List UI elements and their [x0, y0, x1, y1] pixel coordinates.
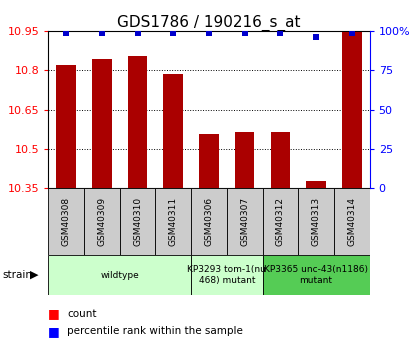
Point — [349, 30, 355, 36]
Text: GSM40310: GSM40310 — [133, 197, 142, 246]
Bar — [298, 188, 334, 255]
Point — [98, 30, 105, 36]
Bar — [163, 74, 183, 188]
Bar — [48, 255, 191, 295]
Text: GSM40312: GSM40312 — [276, 197, 285, 246]
Text: GSM40307: GSM40307 — [240, 197, 249, 246]
Text: GSM40311: GSM40311 — [169, 197, 178, 246]
Point — [241, 30, 248, 36]
Bar — [235, 132, 255, 188]
Bar — [191, 188, 227, 255]
Text: GSM40308: GSM40308 — [62, 197, 71, 246]
Bar — [56, 65, 76, 188]
Point — [134, 30, 141, 36]
Bar — [227, 188, 262, 255]
Text: GSM40306: GSM40306 — [205, 197, 213, 246]
Bar — [199, 135, 219, 188]
Text: KP3293 tom-1(nu
468) mutant: KP3293 tom-1(nu 468) mutant — [187, 265, 266, 285]
Title: GDS1786 / 190216_s_at: GDS1786 / 190216_s_at — [117, 15, 301, 31]
Bar — [120, 188, 155, 255]
Point — [63, 30, 70, 36]
Bar — [155, 188, 191, 255]
Bar — [270, 132, 290, 188]
Point — [206, 30, 212, 36]
Bar — [84, 188, 120, 255]
Text: GSM40309: GSM40309 — [97, 197, 106, 246]
Bar — [92, 59, 112, 188]
Point — [170, 30, 177, 36]
Bar — [262, 188, 298, 255]
Bar — [48, 188, 84, 255]
Bar — [334, 188, 370, 255]
Text: percentile rank within the sample: percentile rank within the sample — [67, 326, 243, 336]
Bar — [262, 255, 370, 295]
Text: ▶: ▶ — [30, 270, 39, 280]
Text: strain: strain — [2, 270, 32, 280]
Point — [312, 34, 319, 40]
Text: GSM40313: GSM40313 — [312, 197, 320, 246]
Bar — [128, 56, 147, 188]
Text: count: count — [67, 309, 97, 319]
Point — [277, 30, 284, 36]
Bar — [191, 255, 262, 295]
Text: ■: ■ — [48, 307, 60, 321]
Text: wildtype: wildtype — [100, 270, 139, 280]
Bar — [342, 32, 362, 188]
Text: GSM40314: GSM40314 — [347, 197, 356, 246]
Text: ■: ■ — [48, 325, 60, 338]
Text: KP3365 unc-43(n1186)
mutant: KP3365 unc-43(n1186) mutant — [264, 265, 368, 285]
Bar — [306, 181, 326, 188]
